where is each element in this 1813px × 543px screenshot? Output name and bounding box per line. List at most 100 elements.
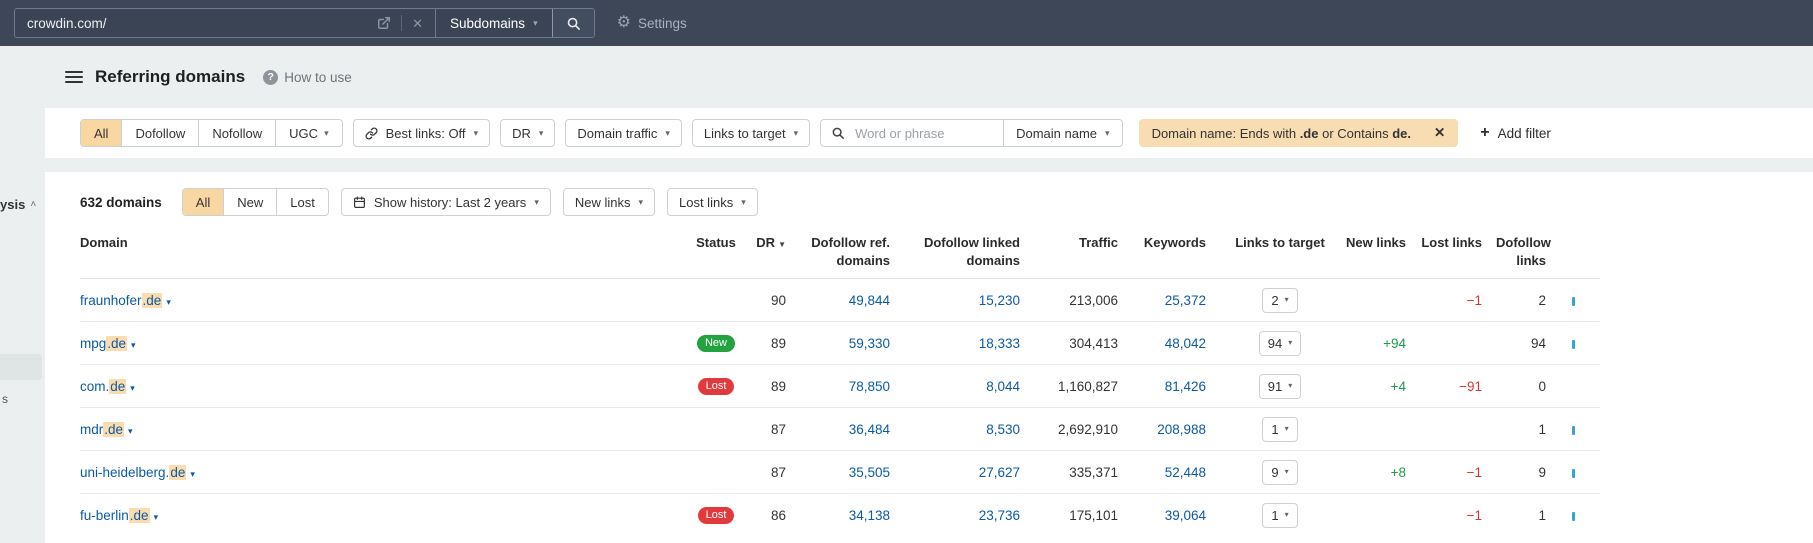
keywords-link[interactable]: 208,988 bbox=[1132, 407, 1220, 451]
chevron-down-icon: ▾ bbox=[1288, 381, 1293, 391]
dr-value: 89 bbox=[752, 321, 800, 365]
word-or-phrase-input[interactable] bbox=[853, 124, 1004, 142]
domain-caret-icon[interactable]: ▾ bbox=[153, 511, 159, 522]
left-rail: ysis ˄ s bbox=[0, 46, 45, 543]
col-header-dofollow-links[interactable]: Dofollow links bbox=[1496, 235, 1551, 268]
domain-caret-icon[interactable]: ▾ bbox=[131, 339, 136, 350]
sidebar-item-fragment[interactable]: ysis ˄ bbox=[0, 197, 36, 212]
dofollow-linked-domains-link[interactable]: 18,333 bbox=[904, 321, 1034, 365]
keywords-link[interactable]: 48,042 bbox=[1132, 321, 1220, 365]
links-to-target-select[interactable]: 94 ▾ bbox=[1258, 330, 1302, 356]
domain-link[interactable]: uni-heidelberg.de bbox=[80, 464, 187, 480]
domain-traffic-filter-button[interactable]: Domain traffic ▾ bbox=[565, 119, 682, 147]
col-header-status[interactable]: Status bbox=[696, 235, 736, 250]
domain-name-dropdown[interactable]: Domain name ▾ bbox=[1004, 126, 1121, 141]
domain-link[interactable]: fu-berlin.de bbox=[80, 507, 150, 523]
links-to-target-select[interactable]: 1 ▾ bbox=[1262, 416, 1298, 442]
domain-caret-icon[interactable]: ▾ bbox=[128, 425, 133, 436]
tab-ugc[interactable]: UGC ▾ bbox=[275, 120, 341, 146]
col-header-dr[interactable]: DR ▼ bbox=[756, 235, 786, 250]
domain-link[interactable]: mdr.de bbox=[80, 421, 125, 437]
dofollow-linked-domains-link[interactable]: 8,530 bbox=[904, 407, 1034, 451]
status-tab-all[interactable]: All bbox=[182, 189, 224, 215]
traffic-value: 335,371 bbox=[1034, 450, 1132, 494]
add-filter-button[interactable]: + Add filter bbox=[1480, 125, 1551, 141]
keywords-link[interactable]: 81,426 bbox=[1132, 364, 1220, 408]
dofollow-ref-domains-link[interactable]: 35,505 bbox=[800, 450, 904, 494]
icon-divider bbox=[401, 15, 403, 31]
menu-icon[interactable] bbox=[65, 71, 83, 83]
remove-filter-icon[interactable]: ✕ bbox=[1433, 125, 1446, 140]
domain-caret-icon[interactable]: ▾ bbox=[166, 296, 171, 307]
lost-links-value: −91 bbox=[1420, 364, 1496, 408]
search-submit-button[interactable] bbox=[551, 9, 594, 37]
dofollow-linked-domains-link[interactable]: 15,230 bbox=[904, 278, 1034, 322]
col-header-links-to-target[interactable]: Links to target bbox=[1235, 235, 1325, 250]
links-to-target-select[interactable]: 1 ▾ bbox=[1262, 502, 1298, 528]
status-badge: Lost bbox=[697, 378, 735, 396]
dofollow-ref-domains-link[interactable]: 36,484 bbox=[800, 407, 904, 451]
page-body: ysis ˄ s Referring domains ? How to use … bbox=[0, 46, 1813, 543]
col-header-keywords[interactable]: Keywords bbox=[1143, 235, 1206, 250]
dofollow-links-value: 2 bbox=[1496, 278, 1560, 322]
dofollow-ref-domains-link[interactable]: 59,330 bbox=[800, 321, 904, 365]
domain-link[interactable]: mpg.de bbox=[80, 335, 128, 351]
chevron-down-icon: ▾ bbox=[473, 127, 479, 138]
how-to-use-link[interactable]: ? How to use bbox=[263, 69, 352, 85]
col-header-domain[interactable]: Domain bbox=[80, 235, 128, 250]
new-links-dropdown[interactable]: New links ▾ bbox=[562, 188, 655, 216]
domain-caret-icon[interactable]: ▾ bbox=[190, 468, 195, 479]
lost-links-value bbox=[1420, 321, 1496, 365]
lost-links-dropdown[interactable]: Lost links ▾ bbox=[667, 188, 758, 216]
keywords-link[interactable]: 39,064 bbox=[1132, 493, 1220, 537]
keywords-link[interactable]: 25,372 bbox=[1132, 278, 1220, 322]
lost-links-value: −1 bbox=[1420, 450, 1496, 494]
col-header-traffic[interactable]: Traffic bbox=[1078, 235, 1118, 250]
how-to-use-label: How to use bbox=[284, 69, 352, 85]
links-to-target-filter-button[interactable]: Links to target ▾ bbox=[691, 119, 811, 147]
domain-link[interactable]: fraunhofer.de bbox=[80, 292, 163, 308]
chevron-down-icon: ▾ bbox=[1284, 510, 1289, 520]
dofollow-links-value: 1 bbox=[1496, 407, 1560, 451]
chevron-down-icon: ▾ bbox=[533, 17, 538, 28]
lost-links-value bbox=[1420, 407, 1496, 451]
links-to-target-select[interactable]: 2 ▾ bbox=[1262, 287, 1298, 313]
col-header-lost-links[interactable]: Lost links bbox=[1421, 235, 1482, 250]
dr-filter-label: DR bbox=[512, 125, 531, 141]
dofollow-linked-domains-link[interactable]: 8,044 bbox=[904, 364, 1034, 408]
dofollow-ref-domains-link[interactable]: 49,844 bbox=[800, 278, 904, 322]
active-filter-chip[interactable]: Domain name: Ends with .de or Contains d… bbox=[1138, 119, 1459, 147]
status-tab-new[interactable]: New bbox=[223, 189, 276, 215]
status-tab-lost[interactable]: Lost bbox=[276, 189, 328, 215]
table-row: com.de ▾ Lost 89 78,850 8,044 1,160,827 8… bbox=[80, 364, 1600, 408]
new-links-value bbox=[1340, 407, 1420, 451]
word-search-combo: Domain name ▾ bbox=[820, 119, 1123, 147]
link-icon bbox=[365, 126, 378, 140]
settings-button[interactable]: ⚙ Settings bbox=[617, 15, 687, 31]
dofollow-ref-domains-link[interactable]: 78,850 bbox=[800, 364, 904, 408]
domain-link[interactable]: com.de bbox=[80, 378, 127, 394]
domain-count: 632 domains bbox=[80, 194, 162, 210]
tab-nofollow[interactable]: Nofollow bbox=[198, 120, 275, 146]
report-header: Referring domains ? How to use bbox=[45, 46, 1813, 108]
mode-dropdown[interactable]: Subdomains ▾ bbox=[435, 9, 552, 37]
keywords-link[interactable]: 52,448 bbox=[1132, 450, 1220, 494]
target-url-input[interactable]: crowdin.com/ ✕ bbox=[15, 9, 435, 37]
col-header-dofollow-linked-domains[interactable]: Dofollow linked domains bbox=[923, 235, 1020, 268]
show-history-dropdown[interactable]: Show history: Last 2 years ▾ bbox=[340, 188, 551, 216]
dofollow-linked-domains-link[interactable]: 27,627 bbox=[904, 450, 1034, 494]
dofollow-linked-domains-link[interactable]: 23,736 bbox=[904, 493, 1034, 537]
dr-filter-button[interactable]: DR ▾ bbox=[500, 119, 556, 147]
links-to-target-select[interactable]: 9 ▾ bbox=[1262, 459, 1298, 485]
domain-caret-icon[interactable]: ▾ bbox=[130, 382, 135, 393]
clear-icon[interactable]: ✕ bbox=[412, 15, 423, 31]
collapsed-panel-tab[interactable] bbox=[0, 354, 42, 380]
links-to-target-select[interactable]: 91 ▾ bbox=[1258, 373, 1302, 399]
col-header-dofollow-ref-domains[interactable]: Dofollow ref. domains bbox=[811, 235, 890, 268]
dofollow-ref-domains-link[interactable]: 34,138 bbox=[800, 493, 904, 537]
best-links-filter-button[interactable]: Best links: Off ▾ bbox=[352, 119, 491, 147]
tab-all[interactable]: All bbox=[81, 120, 122, 146]
tab-dofollow[interactable]: Dofollow bbox=[121, 120, 198, 146]
col-header-new-links[interactable]: New links bbox=[1346, 235, 1406, 250]
open-in-new-tab-icon[interactable] bbox=[377, 16, 391, 30]
